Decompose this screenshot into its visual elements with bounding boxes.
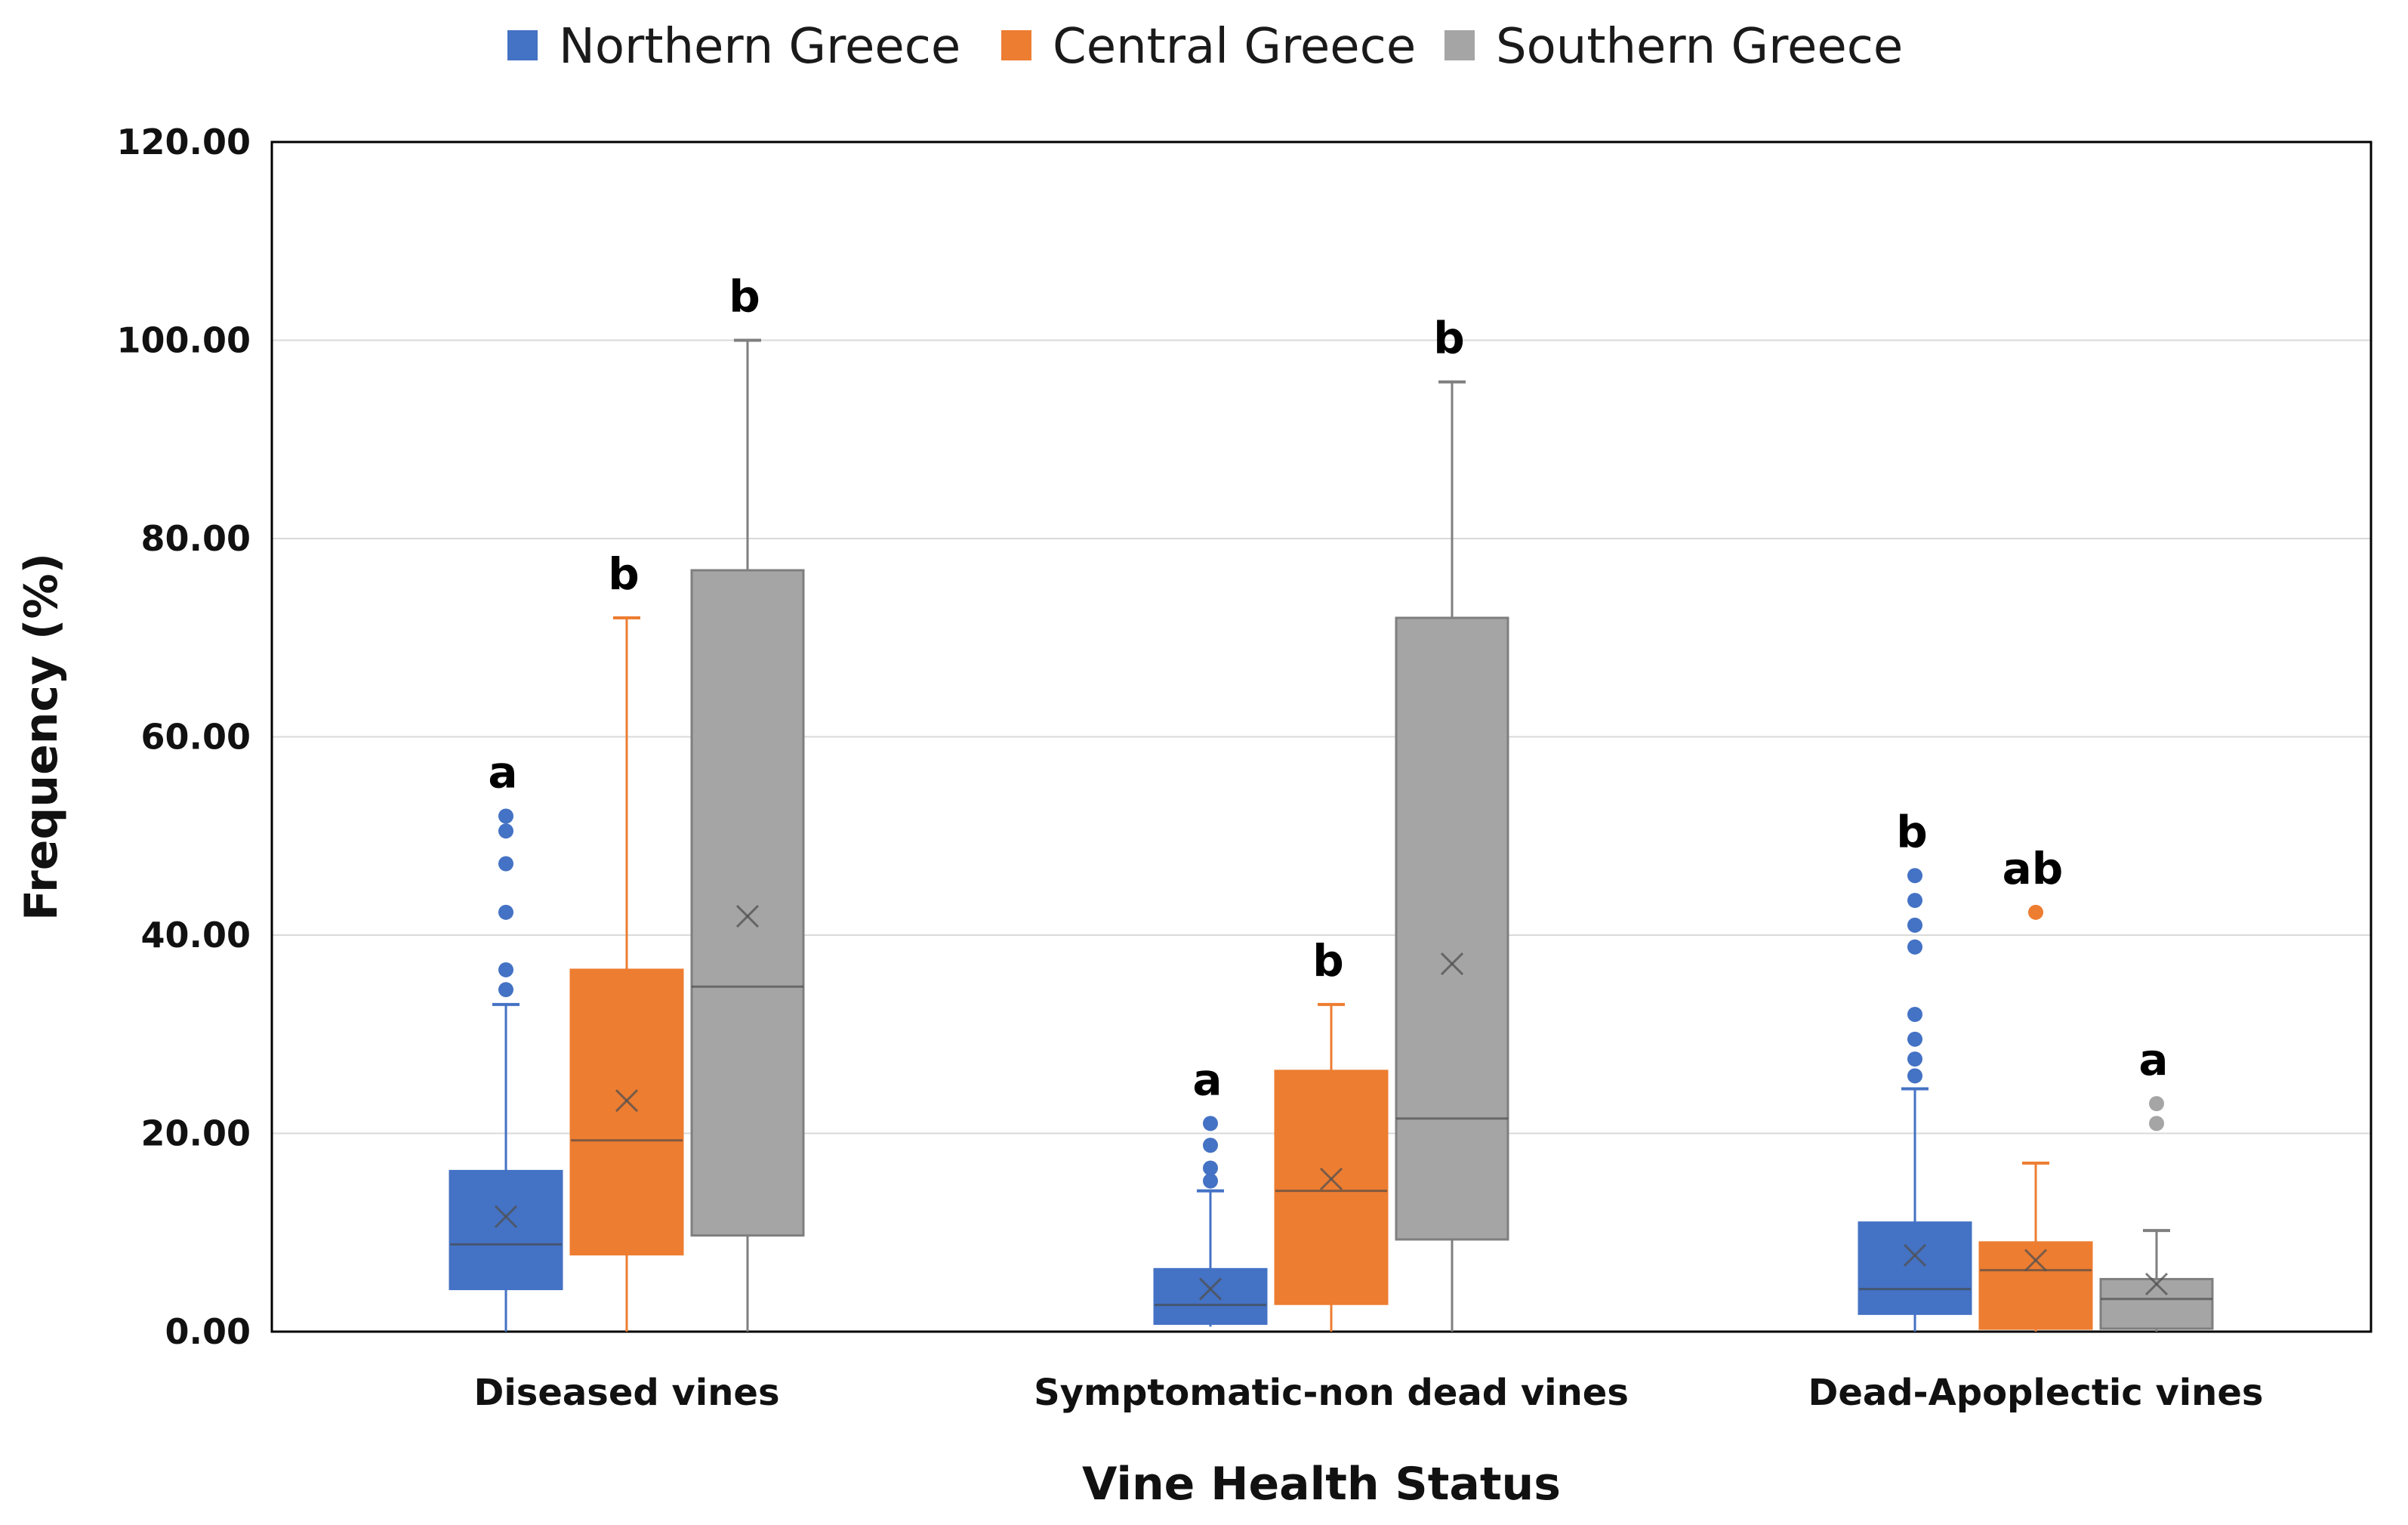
legend-label: Southern Greece xyxy=(1496,19,1903,75)
box-2-1: b xyxy=(1395,313,1509,1332)
box-iqr xyxy=(1153,1267,1268,1325)
mean-marker xyxy=(1440,952,1464,976)
outlier-point xyxy=(1907,939,1922,955)
box-iqr xyxy=(2099,1277,2214,1330)
gridlines xyxy=(272,339,2371,1134)
outlier-point xyxy=(498,982,513,998)
box-iqr xyxy=(690,569,805,1237)
y-tick-label: 80.00 xyxy=(140,518,251,559)
y-axis-ticks: 0.00 20.00 40.00 60.00 80.00 100.00 120.00 xyxy=(116,122,251,1352)
outlier-point xyxy=(1203,1138,1218,1153)
box-2-0: b xyxy=(690,271,805,1332)
significance-letter: b xyxy=(729,271,760,323)
significance-letter: a xyxy=(488,747,517,798)
y-tick-label: 120.00 xyxy=(116,122,251,162)
box-1-2: ab xyxy=(1978,843,2093,1332)
mean-marker xyxy=(1198,1277,1222,1301)
legend-swatch xyxy=(1444,30,1475,60)
y-tick-label: 40.00 xyxy=(140,915,251,955)
y-axis-title: Frequency (%) xyxy=(15,553,68,921)
box-1-1: b xyxy=(1274,935,1389,1332)
mean-marker xyxy=(1903,1243,1927,1267)
outlier-point xyxy=(1907,1031,1922,1047)
y-tick-label: 60.00 xyxy=(140,717,251,758)
outlier-point xyxy=(1203,1173,1218,1189)
outlier-point xyxy=(498,962,513,977)
legend: Northern Greece Central Greece Southern Gr… xyxy=(507,19,1903,75)
legend-label: Northern Greece xyxy=(559,19,960,75)
outlier-point xyxy=(1907,893,1922,909)
outlier-point xyxy=(2149,1116,2164,1131)
y-tick-label: 0.00 xyxy=(165,1311,251,1352)
box-iqr xyxy=(1978,1241,2093,1330)
significance-letter: b xyxy=(1312,935,1344,986)
outlier-point xyxy=(2028,904,2043,920)
significance-letter: a xyxy=(2138,1034,2168,1085)
y-tick-label: 20.00 xyxy=(140,1113,251,1154)
mean-marker xyxy=(494,1205,518,1228)
box-2-2: a xyxy=(2099,1034,2214,1332)
outlier-point xyxy=(1907,1007,1922,1022)
box-iqr xyxy=(449,1169,563,1291)
box-0-2: b xyxy=(1858,806,1972,1332)
legend-label: Central Greece xyxy=(1053,19,1416,75)
outlier-point xyxy=(1907,868,1922,884)
x-axis-title: Vine Health Status xyxy=(1082,1458,1561,1511)
box-iqr xyxy=(1395,616,1509,1241)
mean-marker xyxy=(2144,1272,2169,1296)
outlier-point xyxy=(1203,1160,1218,1176)
outlier-point xyxy=(498,808,513,824)
outlier-point xyxy=(1907,917,1922,933)
box-iqr xyxy=(569,968,684,1256)
outlier-point xyxy=(498,856,513,872)
legend-swatch xyxy=(507,30,538,60)
outlier-point xyxy=(2149,1096,2164,1112)
box-0-0: a xyxy=(449,747,563,1332)
x-category-label: Diseased vines xyxy=(473,1372,779,1414)
significance-letter: ab xyxy=(2003,843,2064,894)
outlier-point xyxy=(498,823,513,839)
x-category-label: Symptomatic-non dead vines xyxy=(1034,1372,1629,1414)
outlier-point xyxy=(1907,1068,1922,1084)
box-iqr xyxy=(1858,1221,1972,1315)
y-tick-label: 100.00 xyxy=(116,320,251,361)
legend-swatch xyxy=(1001,30,1031,60)
significance-letter: b xyxy=(608,548,640,600)
significance-letter: b xyxy=(1896,806,1928,857)
outlier-point xyxy=(1203,1116,1218,1131)
box-1-0: b xyxy=(569,548,684,1332)
mean-marker xyxy=(2024,1249,2048,1272)
box-iqr xyxy=(1274,1070,1389,1305)
significance-letter: a xyxy=(1192,1054,1222,1105)
x-category-label: Dead-Apoplectic vines xyxy=(1808,1372,2264,1414)
plot-area-frame xyxy=(270,140,2373,1333)
box-0-1: a xyxy=(1153,1054,1268,1327)
significance-letter: b xyxy=(1433,313,1465,364)
mean-marker xyxy=(735,905,760,928)
x-axis-categories: Diseased vines Symptomatic-non dead vines… xyxy=(473,1372,2263,1414)
outlier-point xyxy=(1907,1051,1922,1067)
outlier-point xyxy=(498,904,513,920)
mean-marker xyxy=(615,1089,639,1113)
mean-marker xyxy=(1319,1167,1343,1190)
